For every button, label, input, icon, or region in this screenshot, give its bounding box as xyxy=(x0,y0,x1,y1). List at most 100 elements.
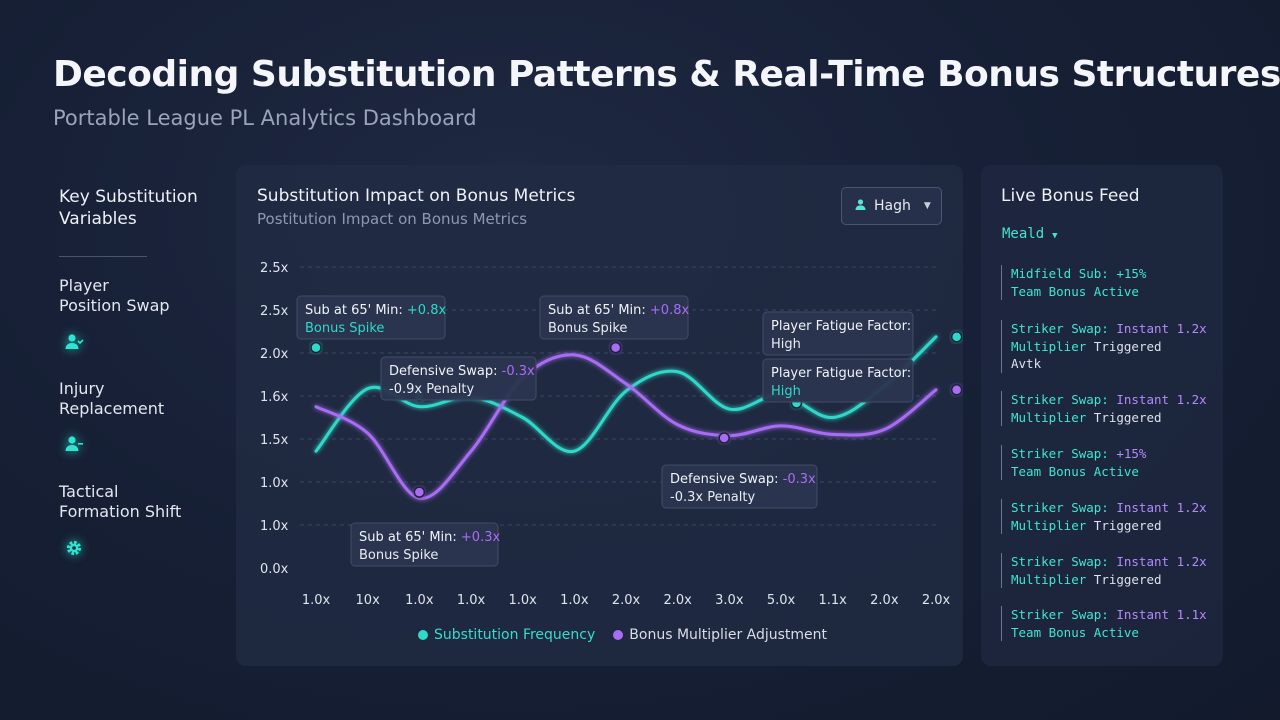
x-tick-label: 1.0x xyxy=(457,593,486,608)
chevron-down-icon: ▼ xyxy=(1052,231,1058,241)
x-tick-label: 2.0x xyxy=(922,593,951,608)
callout-line1: Defensive Swap: -0.3x xyxy=(389,364,535,379)
live-feed-panel: Live Bonus Feed Meald ▼ Midfield Sub: +15… xyxy=(981,165,1223,666)
sidebar-divider xyxy=(59,256,147,257)
data-point xyxy=(950,331,963,343)
variable-injury-replacement[interactable]: Injury Replacement xyxy=(59,379,229,451)
annotation-callout: Player Fatigue Factor: High xyxy=(762,311,914,356)
chart-subtitle: Postitution Impact on Bonus Metrics xyxy=(257,210,528,228)
x-tick-label: 1.0x xyxy=(405,593,434,608)
callout-box xyxy=(296,295,446,340)
legend-dot-icon xyxy=(418,630,428,640)
feed-item[interactable]: Midfield Sub: +15% Team Bonus Active xyxy=(1001,265,1213,300)
x-tick-label: 2.0x xyxy=(870,593,899,608)
chart-title: Substitution Impact on Bonus Metrics xyxy=(257,186,576,206)
callout-box xyxy=(762,311,914,356)
chart-panel: Substitution Impact on Bonus Metrics Pos… xyxy=(236,165,963,666)
feed-item-value: Instant 1.1x xyxy=(1116,607,1207,622)
feed-item-headline: Striker Swap: Instant 1.2x xyxy=(1011,553,1213,571)
user-swap-icon xyxy=(64,332,84,352)
line-chart: 0.0x 1.0x 1.0x 1.5x 1.6x 2.0x 2.5x 2.5x 1.0x 10x 1… xyxy=(260,261,963,608)
x-tick-label: 2.0x xyxy=(612,593,641,608)
callout-box xyxy=(350,522,499,567)
filter-dropdown[interactable]: Hagh ▼ xyxy=(841,187,942,225)
feed-item-detail: Team Bonus Active xyxy=(1011,463,1139,479)
gear-icon xyxy=(64,538,84,558)
callout-line1: Sub at 65' Min: +0.8x xyxy=(305,303,446,318)
variable-label: Tactical Formation Shift xyxy=(59,482,182,521)
x-tick-label: 1.1x xyxy=(818,593,847,608)
variable-position-swap[interactable]: Player Position Swap xyxy=(59,276,229,349)
x-tick-label: 1.0x xyxy=(508,593,537,608)
x-tick-label: 1.0x xyxy=(302,593,331,608)
data-point xyxy=(609,341,622,354)
y-tick-label: 1.0x xyxy=(260,519,289,534)
data-point xyxy=(310,341,322,354)
page-title: Decoding Substitution Patterns & Real-Ti… xyxy=(53,54,1280,95)
feed-item-event: Striker Swap: xyxy=(1011,321,1117,336)
feed-item-event: Striker Swap: xyxy=(1011,446,1117,461)
callout-line2: Bonus Spike xyxy=(359,548,438,563)
annotation-callout: Defensive Swap: -0.3x -0.3x Penalty xyxy=(661,464,818,509)
callout-box xyxy=(762,358,914,403)
feed-item[interactable]: Striker Swap: Instant 1.2x Multiplier Tri… xyxy=(1001,320,1213,373)
variables-sidebar: Key Substitution Variables Player Positi… xyxy=(59,186,229,556)
y-tick-label: 1.0x xyxy=(260,476,289,491)
feed-item[interactable]: Striker Swap: +15% Team Bonus Active xyxy=(1001,445,1213,480)
x-tick-label: 3.0x xyxy=(715,593,744,608)
feed-item-event: Midfield Sub: xyxy=(1011,266,1117,281)
callout-line1: Defensive Swap: -0.3x xyxy=(670,472,816,487)
callout-line1: Sub at 65' Min: +0.8x xyxy=(548,303,689,318)
callout-line2: Bonus Spike xyxy=(548,321,627,336)
annotation-callout: Defensive Swap: -0.3x -0.9x Penalty xyxy=(380,356,537,401)
feed-item[interactable]: Striker Swap: Instant 1.2x Multiplier Tri… xyxy=(1001,553,1213,588)
feed-item-detail: Multiplier Triggered xyxy=(1011,409,1162,425)
callout-line1: Player Fatigue Factor: xyxy=(771,366,911,381)
feed-item-headline: Midfield Sub: +15% xyxy=(1011,265,1213,283)
data-point xyxy=(950,384,963,396)
callout-line2: High xyxy=(771,384,801,399)
callout-box xyxy=(539,295,689,340)
annotation-callout: Sub at 65' Min: +0.8x Bonus Spike xyxy=(539,295,689,340)
variable-label: Player Position Swap xyxy=(59,276,170,315)
x-tick-label: 5.0x xyxy=(767,593,796,608)
legend-item[interactable]: Substitution Frequency xyxy=(418,627,595,643)
feed-item-detail: Team Bonus Active xyxy=(1011,283,1139,299)
feed-item-headline: Striker Swap: Instant 1.2x xyxy=(1011,320,1213,338)
feed-item[interactable]: Striker Swap: Instant 1.1x Team Bonus Act… xyxy=(1001,606,1213,641)
feed-item-detail: Multiplier Triggered xyxy=(1011,517,1162,533)
feed-title: Live Bonus Feed xyxy=(1001,186,1140,206)
feed-item-event: Striker Swap: xyxy=(1011,500,1117,515)
feed-item-value: Instant 1.2x xyxy=(1116,392,1207,407)
sidebar-title: Key Substitution Variables xyxy=(59,187,198,229)
feed-selector[interactable]: Meald ▼ xyxy=(1002,226,1058,242)
legend-item[interactable]: Bonus Multiplier Adjustment xyxy=(613,627,827,643)
feed-item-event: Striker Swap: xyxy=(1011,607,1117,622)
y-tick-label: 2.5x xyxy=(260,261,289,276)
feed-item-extra: Avtk xyxy=(1011,356,1042,371)
x-tick-label: 2.0x xyxy=(663,593,692,608)
feed-item-headline: Striker Swap: +15% xyxy=(1011,445,1213,463)
feed-item-detail: Multiplier Triggered xyxy=(1011,338,1162,354)
callout-line2: -0.9x Penalty xyxy=(389,382,474,397)
feed-item-headline: Striker Swap: Instant 1.2x xyxy=(1011,499,1213,517)
x-tick-label: 1.0x xyxy=(560,593,589,608)
callout-box xyxy=(380,356,537,401)
feed-item-headline: Striker Swap: Instant 1.1x xyxy=(1011,606,1213,624)
user-injury-icon xyxy=(64,434,84,454)
variable-label: Injury Replacement xyxy=(59,379,165,418)
y-tick-label: 0.0x xyxy=(260,562,289,577)
feed-item-value: Instant 1.2x xyxy=(1116,500,1207,515)
annotation-callout: Sub at 65' Min: +0.8x Bonus Spike xyxy=(296,295,446,340)
feed-selector-label: Meald xyxy=(1002,226,1045,242)
feed-item-value: +15% xyxy=(1116,446,1147,461)
y-tick-label: 1.6x xyxy=(260,390,289,405)
variable-formation-shift[interactable]: Tactical Formation Shift xyxy=(59,482,229,556)
legend-label: Substitution Frequency xyxy=(434,627,596,643)
y-tick-label: 1.5x xyxy=(260,433,289,448)
feed-item-headline: Striker Swap: Instant 1.2x xyxy=(1011,391,1213,409)
feed-item[interactable]: Striker Swap: Instant 1.2x Multiplier Tri… xyxy=(1001,391,1213,426)
chevron-down-icon: ▼ xyxy=(923,201,931,211)
callout-line2: -0.3x Penalty xyxy=(670,490,755,505)
feed-item[interactable]: Striker Swap: Instant 1.2x Multiplier Tri… xyxy=(1001,499,1213,534)
